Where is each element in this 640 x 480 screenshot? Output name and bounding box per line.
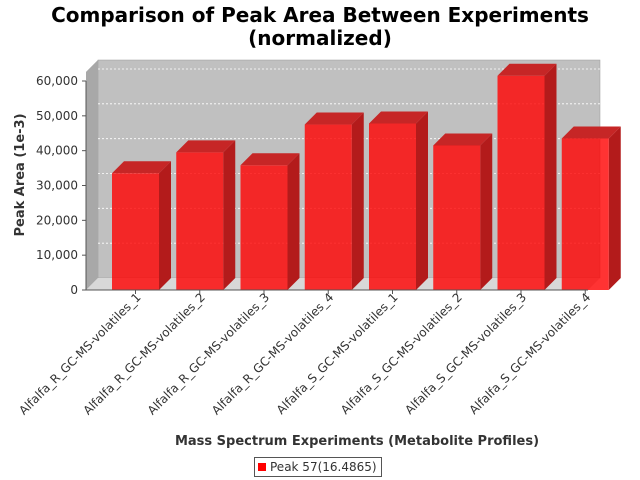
- bar: [433, 145, 481, 290]
- bar-top: [240, 153, 300, 166]
- y-tick-label: 50,000: [36, 109, 78, 123]
- bar-top: [304, 112, 364, 125]
- y-tick-label: 30,000: [36, 179, 78, 193]
- legend-swatch: [258, 463, 266, 471]
- bar-side: [351, 112, 364, 291]
- legend: Peak 57(16.4865): [254, 457, 382, 477]
- x-tick-label: Alfalfa_S_GC-MS-volatiles_2: [338, 290, 465, 417]
- y-tick-label: 40,000: [36, 144, 78, 158]
- legend-label: Peak 57(16.4865): [270, 460, 377, 474]
- bar: [176, 152, 224, 290]
- bar-top: [176, 140, 236, 153]
- x-axis-title: Mass Spectrum Experiments (Metabolite Pr…: [175, 434, 539, 449]
- bar-top: [497, 63, 557, 76]
- bar-top: [561, 126, 621, 139]
- y-tick-label: 20,000: [36, 213, 78, 227]
- bar-top: [433, 133, 493, 146]
- chart-title: Comparison of Peak Area Between Experime…: [51, 3, 589, 27]
- bar: [112, 173, 159, 290]
- bar-side: [287, 153, 300, 290]
- bar: [369, 123, 416, 290]
- bar-side: [159, 161, 171, 290]
- x-tick-label: Alfalfa_S_GC-MS-volatiles_1: [274, 290, 401, 417]
- chart-subtitle: (normalized): [248, 26, 392, 50]
- x-tick-label: Alfalfa_R_GC-MS-volatiles_4: [209, 290, 336, 417]
- y-tick-label: 60,000: [36, 74, 78, 88]
- x-tick-label: Alfalfa_R_GC-MS-volatiles_1: [16, 290, 143, 417]
- x-tick-label: Alfalfa_S_GC-MS-volatiles_3: [402, 290, 529, 417]
- bar: [304, 124, 352, 291]
- y-tick-label: 10,000: [36, 248, 78, 262]
- bar-side: [480, 133, 493, 290]
- bar: [497, 75, 545, 291]
- y-tick-label: 0: [70, 283, 78, 297]
- plot-left-wall: [86, 60, 98, 290]
- bar-side: [416, 111, 428, 290]
- bar: [561, 138, 609, 290]
- x-tick-label: Alfalfa_R_GC-MS-volatiles_3: [145, 290, 272, 417]
- x-tick-label: Alfalfa_R_GC-MS-volatiles_2: [80, 290, 207, 417]
- bar-side: [223, 140, 236, 290]
- bar-top: [369, 111, 428, 124]
- y-axis-title: Peak Area (1e-3): [13, 113, 28, 236]
- x-tick-label: Alfalfa_S_GC-MS-volatiles_4: [467, 290, 594, 417]
- bar: [240, 165, 288, 290]
- bar-side: [544, 63, 557, 291]
- bar-side: [608, 126, 621, 290]
- bar-top: [112, 161, 171, 174]
